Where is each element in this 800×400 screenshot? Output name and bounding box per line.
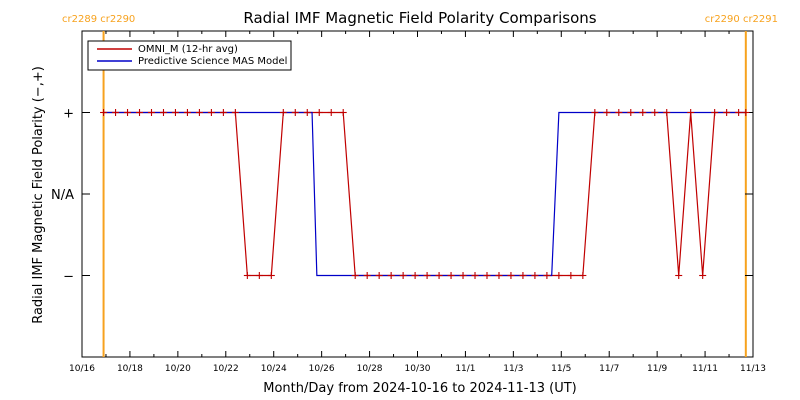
y-tick-label: + xyxy=(63,107,74,122)
x-tick-label: 11/7 xyxy=(599,364,619,374)
data-point-omni xyxy=(567,272,575,279)
legend-label-mas: Predictive Science MAS Model xyxy=(138,56,287,67)
data-point-omni xyxy=(663,109,671,116)
x-tick-label: 10/16 xyxy=(69,364,95,374)
data-point-omni xyxy=(742,109,750,116)
x-tick-label: 11/5 xyxy=(551,364,571,374)
data-point-omni xyxy=(351,272,359,279)
data-point-omni xyxy=(699,272,707,279)
x-tick-label: 11/13 xyxy=(740,364,766,374)
data-point-omni xyxy=(615,109,623,116)
data-point-omni xyxy=(124,109,132,116)
carrington-label: cr2290 cr2291 xyxy=(705,14,778,25)
data-point-omni xyxy=(375,272,383,279)
data-point-omni xyxy=(303,109,311,116)
data-point-omni xyxy=(112,109,120,116)
y-tick-label: − xyxy=(63,270,74,285)
data-point-omni xyxy=(639,109,647,116)
y-tick-label: N/A xyxy=(51,188,74,203)
x-tick-label: 10/26 xyxy=(309,364,335,374)
x-tick-label: 11/3 xyxy=(503,364,523,374)
x-tick-label: 10/30 xyxy=(405,364,431,374)
x-tick-label: 10/24 xyxy=(261,364,287,374)
carrington-label: cr2289 cr2290 xyxy=(62,14,135,25)
data-point-omni xyxy=(519,272,527,279)
data-point-omni xyxy=(483,272,491,279)
legend-box xyxy=(87,40,292,71)
data-point-omni xyxy=(531,272,539,279)
data-point-omni xyxy=(315,109,323,116)
legend: OMNI_M (12-hr avg) Predictive Science MA… xyxy=(87,40,292,71)
data-point-omni xyxy=(591,109,599,116)
data-point-omni xyxy=(711,109,719,116)
data-point-omni xyxy=(279,109,287,116)
data-point-omni xyxy=(675,272,683,279)
data-point-omni xyxy=(507,272,515,279)
y-axis-ticks: + N/A − xyxy=(51,107,753,285)
data-point-omni xyxy=(219,109,227,116)
data-point-omni xyxy=(459,272,467,279)
data-point-omni xyxy=(147,109,155,116)
data-point-omni xyxy=(471,272,479,279)
x-tick-label: 10/18 xyxy=(117,364,143,374)
series-layer xyxy=(100,109,750,279)
data-point-omni xyxy=(579,272,587,279)
data-point-omni xyxy=(387,272,395,279)
data-point-omni xyxy=(159,109,167,116)
x-tick-label: 10/20 xyxy=(165,364,191,374)
data-point-omni xyxy=(447,272,455,279)
data-point-omni xyxy=(363,272,371,279)
data-point-omni xyxy=(735,109,743,116)
data-point-omni xyxy=(255,272,263,279)
data-point-omni xyxy=(171,109,179,116)
x-axis-ticks: 10/16 10/18 10/20 10/22 10/24 10/26 10/28 10/30… xyxy=(69,31,766,374)
data-point-omni xyxy=(423,272,431,279)
x-tick-label: 11/11 xyxy=(692,364,718,374)
x-axis-title: Month/Day from 2024-10-16 to 2024-11-13 … xyxy=(263,381,576,396)
data-point-omni xyxy=(291,109,299,116)
data-point-omni xyxy=(327,109,335,116)
data-point-omni xyxy=(195,109,203,116)
x-tick-label: 10/28 xyxy=(357,364,383,374)
data-point-omni xyxy=(267,272,275,279)
data-point-omni xyxy=(627,109,635,116)
data-point-omni xyxy=(435,272,443,279)
data-point-omni xyxy=(603,109,611,116)
data-point-omni xyxy=(687,109,695,116)
chart-title: Radial IMF Magnetic Field Polarity Compa… xyxy=(243,9,596,27)
data-point-omni xyxy=(207,109,215,116)
data-point-omni xyxy=(231,109,239,116)
data-point-omni xyxy=(543,272,551,279)
series-line-mas xyxy=(103,111,746,277)
x-tick-label: 11/1 xyxy=(455,364,475,374)
data-point-omni xyxy=(411,272,419,279)
data-point-omni xyxy=(723,109,731,116)
data-point-omni xyxy=(136,109,144,116)
legend-label-omni: OMNI_M (12-hr avg) xyxy=(138,44,238,55)
data-point-omni xyxy=(339,109,347,116)
data-point-omni xyxy=(651,109,659,116)
data-point-omni xyxy=(555,272,563,279)
data-point-omni xyxy=(243,272,251,279)
data-point-omni xyxy=(495,272,503,279)
data-point-omni xyxy=(183,109,191,116)
y-axis-title: Radial IMF Magnetic Field Polarity (−,+) xyxy=(31,66,46,324)
x-tick-label: 11/9 xyxy=(647,364,667,374)
data-point-omni xyxy=(399,272,407,279)
x-tick-label: 10/22 xyxy=(213,364,239,374)
data-point-omni xyxy=(100,109,108,116)
